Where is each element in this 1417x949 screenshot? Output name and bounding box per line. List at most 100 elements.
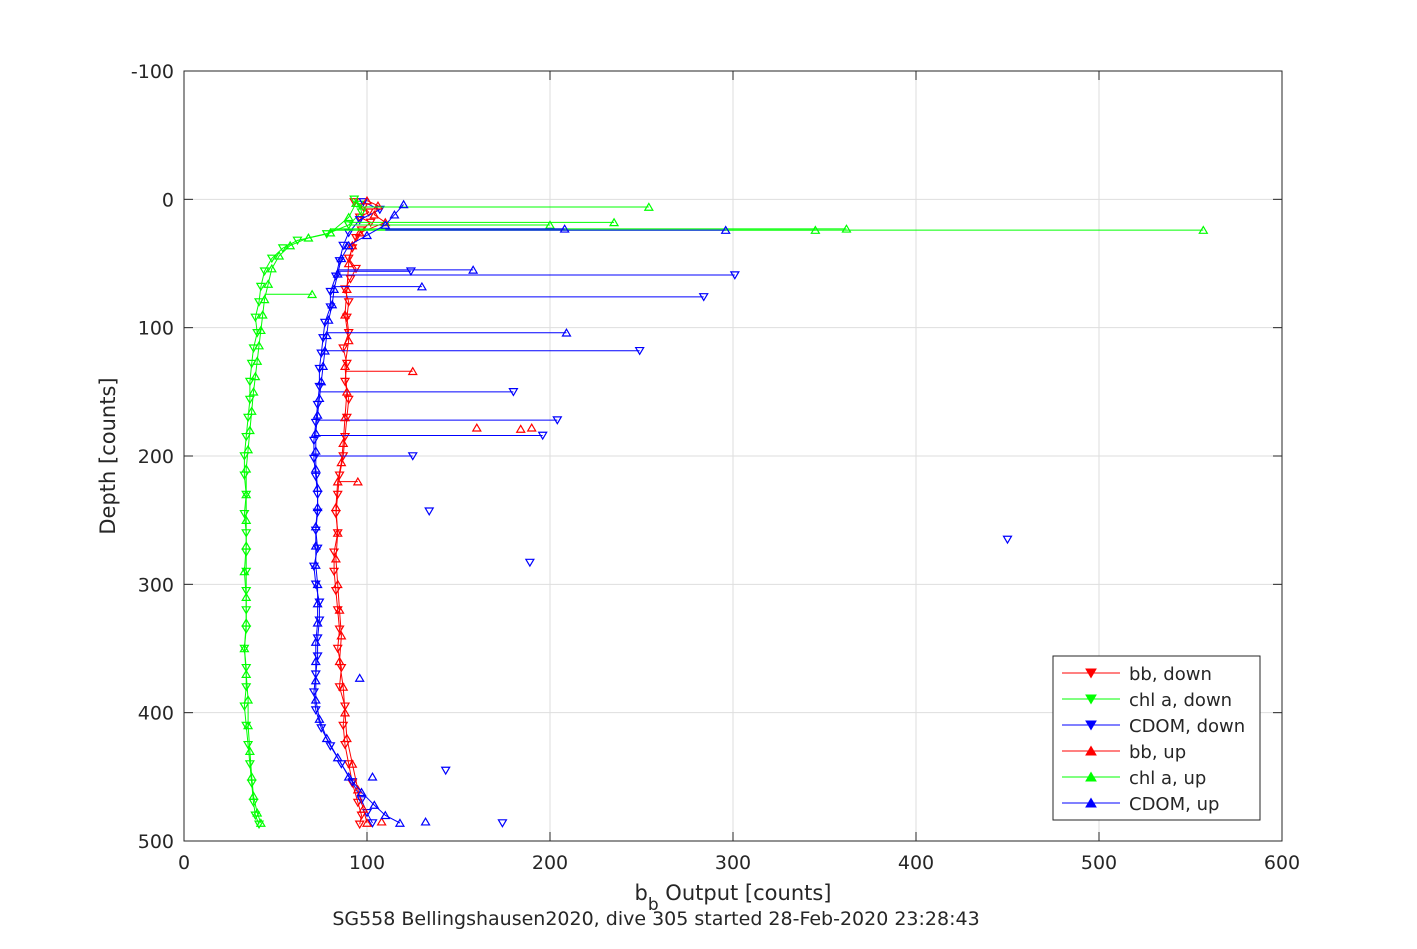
xtick-labels: 0 100 200 300 400 500 600	[178, 852, 1300, 874]
legend-marker	[1085, 668, 1097, 679]
data-point	[338, 721, 349, 731]
data-point	[367, 772, 378, 781]
data-point	[244, 377, 255, 387]
series-line	[315, 204, 404, 824]
data-point	[338, 438, 349, 447]
data-point	[310, 656, 321, 666]
data-point	[253, 340, 265, 350]
data-point	[310, 464, 321, 473]
legend-marker	[1085, 694, 1097, 705]
data-point	[314, 382, 325, 392]
data-point	[307, 289, 318, 299]
data-point	[343, 228, 354, 238]
data-point	[336, 630, 347, 640]
data-point	[332, 476, 343, 486]
data-point	[343, 335, 354, 345]
x-tick-label: 300	[715, 852, 751, 874]
data-point	[263, 279, 274, 288]
series-line	[243, 198, 363, 825]
series-line	[243, 202, 357, 824]
data-point	[316, 376, 327, 386]
data-point	[354, 200, 365, 210]
data-point	[246, 772, 257, 781]
data-point	[339, 377, 351, 387]
data-point	[253, 820, 265, 830]
data-point	[241, 618, 252, 627]
data-point	[241, 669, 252, 678]
data-point	[332, 268, 343, 278]
data-point	[241, 586, 252, 596]
data-point	[241, 592, 252, 601]
data-point	[609, 217, 620, 227]
legend-label: chl a, down	[1129, 690, 1232, 711]
data-point	[319, 345, 330, 355]
data-point	[361, 818, 373, 827]
data-point	[1198, 225, 1209, 234]
data-point	[257, 310, 268, 319]
data-point	[332, 752, 343, 762]
data-point	[356, 208, 367, 217]
data-point	[424, 507, 435, 516]
data-point	[310, 418, 321, 428]
data-point	[332, 528, 343, 537]
legend-label: bb, up	[1129, 742, 1186, 763]
data-point	[266, 254, 277, 264]
data-point	[352, 798, 363, 808]
data-point	[325, 227, 336, 237]
data-point	[285, 240, 296, 250]
data-point	[361, 195, 373, 205]
data-point	[552, 416, 563, 425]
data-point	[244, 395, 255, 405]
legend-box	[1052, 655, 1261, 821]
data-point	[343, 254, 354, 264]
tick-layer	[183, 70, 1283, 842]
data-point	[310, 521, 321, 531]
data-point	[323, 315, 334, 324]
data-point	[343, 772, 354, 781]
data-point	[277, 244, 288, 253]
data-point	[341, 284, 352, 293]
data-point	[559, 224, 570, 233]
data-point	[440, 766, 451, 776]
data-point	[243, 444, 254, 454]
data-point	[250, 371, 261, 381]
data-point	[332, 644, 343, 654]
data-point	[329, 567, 340, 577]
data-point	[354, 216, 365, 225]
data-point	[389, 209, 400, 219]
data-point	[369, 209, 380, 219]
data-point	[471, 422, 482, 432]
data-point	[338, 241, 349, 251]
data-point	[339, 310, 351, 319]
data-point	[810, 225, 821, 234]
data-point	[537, 431, 548, 441]
data-point	[244, 425, 255, 435]
data-point	[259, 267, 270, 276]
data-point	[334, 605, 345, 614]
data-point	[468, 265, 479, 274]
data-point	[334, 656, 345, 666]
data-point	[248, 791, 259, 800]
legend: bb, down chl a, down CDOM, down bb, up chl a…	[1052, 655, 1261, 821]
data-point	[398, 199, 409, 209]
data-point	[369, 800, 380, 809]
legend-label: CDOM, down	[1129, 716, 1245, 737]
data-point	[334, 625, 345, 635]
data-point	[394, 818, 405, 827]
data-point	[244, 746, 255, 755]
data-point	[341, 387, 352, 396]
data-point	[332, 490, 343, 500]
data-point	[361, 808, 373, 818]
data-point	[241, 489, 252, 499]
data-point	[266, 263, 277, 273]
data-point	[544, 220, 556, 229]
legend-marker	[1085, 720, 1097, 731]
data-point	[698, 293, 709, 302]
data-point	[312, 483, 323, 492]
series-layer	[239, 195, 1209, 830]
data-point	[729, 271, 740, 280]
y-tick-label: 300	[138, 574, 174, 596]
data-point	[252, 807, 263, 817]
data-point	[380, 220, 391, 229]
